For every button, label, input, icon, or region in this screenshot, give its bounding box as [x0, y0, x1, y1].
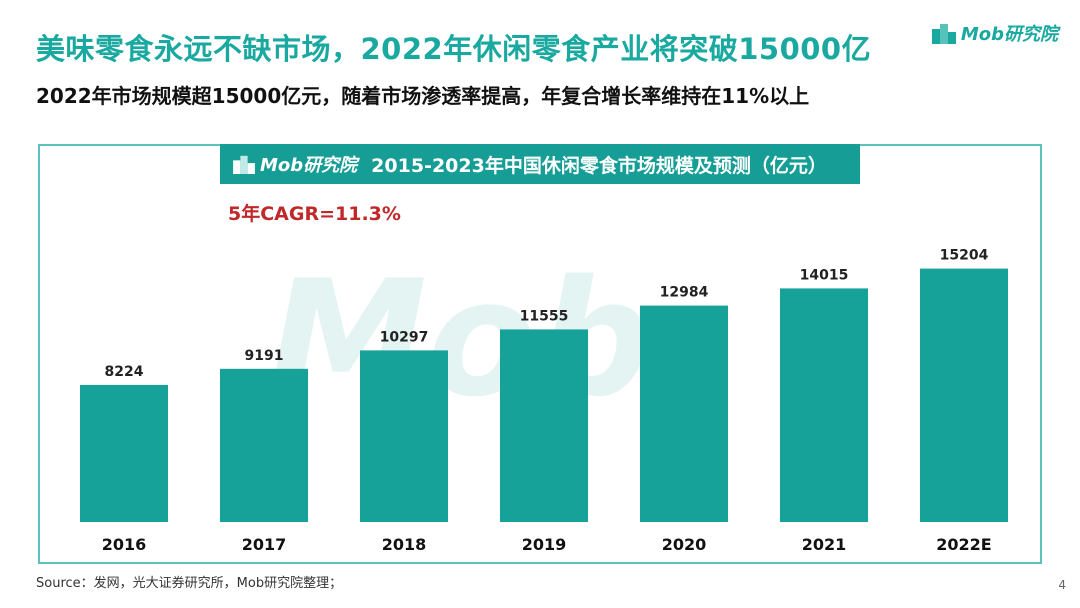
bar-2017 [220, 368, 308, 522]
building-icon [233, 155, 255, 174]
value-label-2021: 14015 [800, 267, 849, 283]
watermark: Mob [268, 245, 652, 432]
chart-title: 2015-2023年中国休闲零食市场规模及预测（亿元） [371, 154, 827, 177]
category-label-2022E: 2022E [936, 535, 991, 554]
subheadline: 2022年市场规模超15000亿元，随着市场渗透率提高，年复合增长率维持在11%… [36, 84, 810, 108]
category-label-2017: 2017 [242, 535, 287, 554]
value-label-2016: 8224 [105, 364, 144, 380]
value-label-2022E: 15204 [940, 248, 989, 264]
bar-group: 8224 2016 9191 2017 10297 2018 11555 2019 12984 2… [80, 248, 1008, 554]
bar-2018 [360, 350, 448, 522]
bar-chart: Mob 5年CAGR=11.3% 8224 2016 9191 2017 10297 20… [80, 202, 1008, 554]
brand-name: Mob研究院 [960, 24, 1058, 45]
headline: 美味零食永远不缺市场，2022年休闲零食产业将突破15000亿 [36, 32, 872, 66]
brand-logo: Mob研究院 [931, 20, 1058, 46]
category-label-2020: 2020 [662, 535, 707, 554]
bar-2022E [920, 268, 1008, 522]
category-label-2021: 2021 [802, 535, 847, 554]
header-brand-name: Mob研究院 [260, 155, 358, 176]
category-label-2016: 2016 [102, 535, 147, 554]
bar-2021 [780, 288, 868, 522]
value-label-2019: 11555 [520, 308, 569, 324]
bar-2019 [500, 329, 588, 522]
chart-header: Mob研究院 2015-2023年中国休闲零食市场规模及预测（亿元） [220, 144, 860, 184]
header-brand: Mob研究院 [220, 151, 371, 177]
category-label-2018: 2018 [382, 535, 427, 554]
source-note: Source：发网，光大证券研究所，Mob研究院整理； [36, 576, 343, 591]
value-label-2020: 12984 [660, 285, 709, 301]
building-icon [931, 24, 956, 44]
value-label-2018: 10297 [380, 329, 429, 345]
category-label-2019: 2019 [522, 535, 567, 554]
page-number: 4 [1058, 578, 1066, 592]
cagr-annotation: 5年CAGR=11.3% [228, 202, 401, 225]
bar-2020 [640, 305, 728, 522]
bar-2016 [80, 384, 168, 522]
value-label-2017: 9191 [245, 348, 284, 364]
